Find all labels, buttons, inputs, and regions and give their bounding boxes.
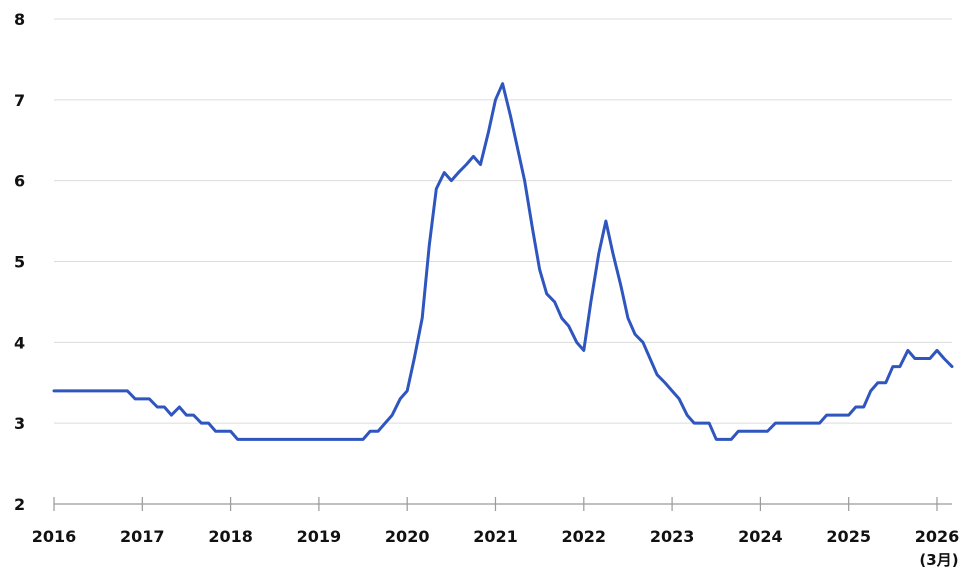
y-tick-label: 4 — [14, 333, 25, 352]
y-tick-label: 8 — [14, 10, 25, 29]
x-axis-note: (3月) — [919, 551, 958, 569]
x-axis-ticks: 2016 2017 2018 2019 2020 2021 2022 2023 2024 2025… — [32, 497, 960, 546]
y-axis-ticks: 2 3 4 5 6 7 8 — [14, 10, 25, 514]
x-tick-label: 2026 — [915, 527, 960, 546]
y-tick-label: 5 — [14, 253, 25, 272]
grid-lines — [54, 18, 952, 424]
x-tick-label: 2019 — [297, 527, 342, 546]
x-tick-label: 2024 — [738, 527, 783, 546]
x-tick-label: 2018 — [208, 527, 253, 546]
y-tick-label: 2 — [14, 495, 25, 514]
x-tick-label: 2022 — [562, 527, 607, 546]
series-line — [52, 82, 954, 441]
x-tick-label: 2025 — [826, 527, 871, 546]
x-tick-label: 2021 — [473, 527, 518, 546]
y-tick-label: 3 — [14, 414, 25, 433]
x-tick-label: 2023 — [650, 527, 695, 546]
y-tick-label: 6 — [14, 172, 25, 191]
y-tick-label: 7 — [14, 91, 25, 110]
x-tick-label: 2016 — [32, 527, 77, 546]
x-tick-label: 2017 — [120, 527, 165, 546]
x-tick-label: 2020 — [385, 527, 430, 546]
